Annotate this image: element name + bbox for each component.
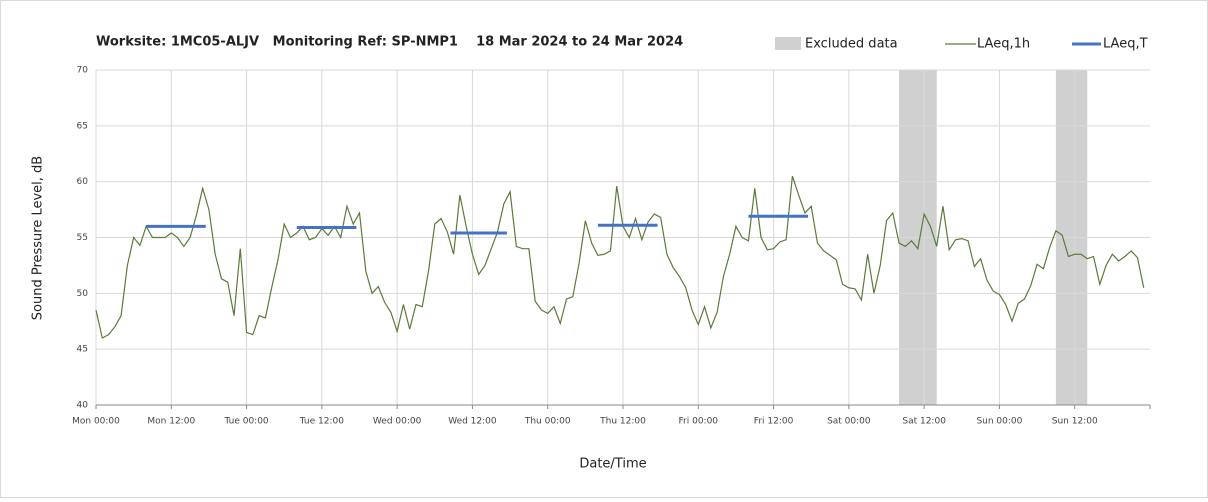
y-tick-label: 70 <box>77 66 89 76</box>
y-axis-label: Sound Pressure Level, dB <box>31 156 46 320</box>
legend-label: Excluded data <box>805 37 898 52</box>
y-tick-label: 45 <box>77 345 88 355</box>
legend-label: LAeq,T <box>1103 37 1148 52</box>
x-tick-label: Fri 00:00 <box>679 417 719 427</box>
x-tick-label: Thu 12:00 <box>599 417 646 427</box>
y-tick-label: 50 <box>77 289 89 299</box>
x-tick-label: Wed 12:00 <box>448 417 497 427</box>
x-tick-label: Sun 12:00 <box>1052 417 1098 427</box>
x-tick-label: Fri 12:00 <box>754 417 794 427</box>
y-tick-label: 55 <box>77 233 88 243</box>
x-tick-label: Tue 12:00 <box>299 417 344 427</box>
x-axis-label: Date/Time <box>579 457 646 472</box>
y-tick-label: 60 <box>77 177 89 187</box>
series-line <box>95 175 1145 339</box>
x-tick-label: Mon 00:00 <box>72 417 120 427</box>
legend-label: LAeq,1h <box>977 37 1030 52</box>
x-tick-label: Thu 00:00 <box>524 417 571 427</box>
x-tick-label: Mon 12:00 <box>147 417 195 427</box>
y-tick-label: 65 <box>77 121 88 131</box>
x-tick-label: Sun 00:00 <box>976 417 1022 427</box>
x-tick-label: Wed 00:00 <box>373 417 422 427</box>
x-tick-label: Sat 00:00 <box>827 417 871 427</box>
x-tick-label: Tue 00:00 <box>223 417 268 427</box>
legend-swatch <box>775 37 801 50</box>
chart-title: Worksite: 1MC05-ALJV Monitoring Ref: SP-… <box>96 35 683 50</box>
x-tick-label: Sat 12:00 <box>902 417 946 427</box>
y-tick-label: 40 <box>77 401 89 411</box>
